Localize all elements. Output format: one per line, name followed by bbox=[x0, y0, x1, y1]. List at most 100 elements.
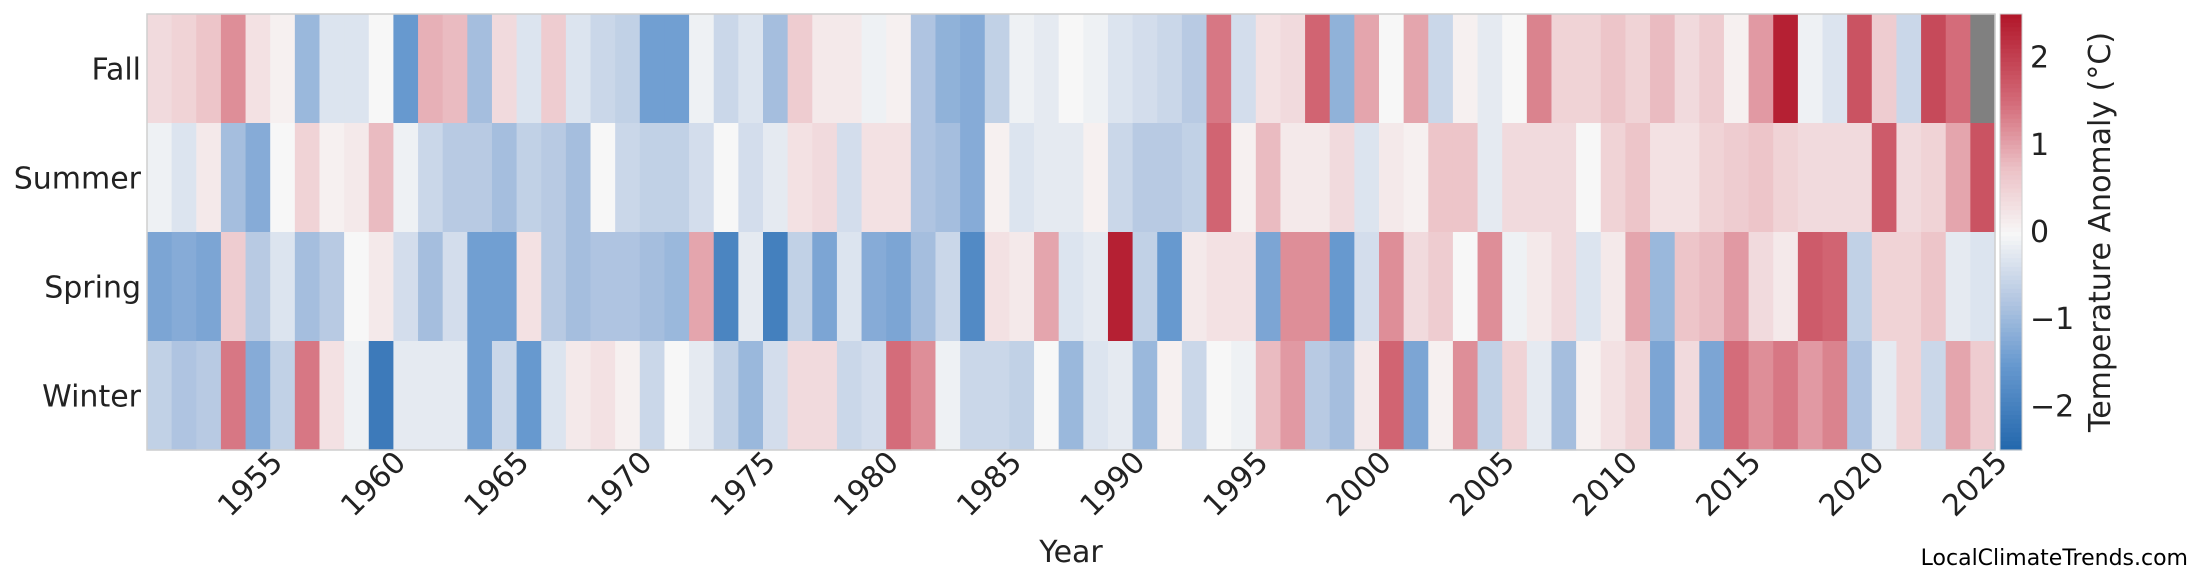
colorbar-tick-label: 0 bbox=[2030, 215, 2049, 250]
heatmap-cell bbox=[836, 14, 863, 124]
heatmap-cell bbox=[368, 232, 394, 342]
heatmap-cell bbox=[861, 232, 887, 342]
heatmap-cell bbox=[615, 232, 641, 342]
heatmap-cell bbox=[910, 232, 937, 342]
heatmap-cell bbox=[1231, 14, 1257, 124]
heatmap-cell bbox=[1526, 232, 1553, 342]
colorbar-segment bbox=[2000, 192, 2022, 198]
colorbar-segment bbox=[2000, 284, 2022, 290]
colorbar-segment bbox=[2000, 310, 2022, 316]
colorbar-segment bbox=[2000, 314, 2022, 320]
heatmap-cell bbox=[1773, 14, 1799, 124]
colorbar-segment bbox=[2000, 349, 2022, 355]
heatmap-cell bbox=[1576, 14, 1602, 124]
heatmap-cell bbox=[910, 123, 937, 233]
heatmap-cell bbox=[1477, 341, 1503, 451]
colorbar-segment bbox=[2000, 140, 2022, 146]
heatmap-cell bbox=[960, 14, 986, 124]
colorbar-segment bbox=[2000, 118, 2022, 124]
colorbar-segment bbox=[2000, 79, 2022, 85]
colorbar-segment bbox=[2000, 371, 2022, 377]
heatmap-cell bbox=[220, 232, 247, 342]
heatmap-cell bbox=[836, 341, 863, 451]
colorbar-segment bbox=[2000, 266, 2022, 272]
colorbar-tick-label: 1 bbox=[2030, 128, 2049, 163]
heatmap-cell bbox=[541, 123, 567, 233]
x-tick-label: 1975 bbox=[704, 445, 783, 524]
colorbar-segment bbox=[2000, 83, 2022, 89]
heatmap-cell bbox=[1354, 14, 1380, 124]
colorbar-segment bbox=[2000, 162, 2022, 168]
colorbar-segment bbox=[2000, 406, 2022, 412]
heatmap-cell bbox=[1403, 123, 1429, 233]
heatmap-cell bbox=[1797, 232, 1824, 342]
heatmap-cell bbox=[1231, 232, 1257, 342]
heatmap-cell bbox=[541, 341, 567, 451]
heatmap-cell bbox=[1650, 123, 1676, 233]
heatmap-cell bbox=[763, 341, 789, 451]
heatmap-cell bbox=[393, 123, 419, 233]
heatmap-cell bbox=[442, 14, 468, 124]
heatmap-cell bbox=[1034, 232, 1060, 342]
heatmap-cell bbox=[738, 14, 764, 124]
colorbar-segment bbox=[2000, 436, 2022, 442]
heatmap-cell bbox=[1650, 341, 1676, 451]
heatmap-cell bbox=[639, 232, 666, 342]
heatmap-cell bbox=[418, 14, 444, 124]
heatmap-cell bbox=[1206, 232, 1232, 342]
heatmap-cell bbox=[1600, 341, 1626, 451]
colorbar-segment bbox=[2000, 293, 2022, 298]
colorbar-segment bbox=[2000, 432, 2022, 438]
heatmap-cell bbox=[1921, 232, 1947, 342]
heatmap-cell bbox=[1009, 123, 1035, 233]
colorbar-segment bbox=[2000, 428, 2022, 434]
heatmap-cell bbox=[1551, 341, 1577, 451]
heatmap-cell bbox=[664, 232, 690, 342]
colorbar-segment bbox=[2000, 271, 2022, 277]
heatmap-cell bbox=[1871, 123, 1898, 233]
colorbar-segment bbox=[2000, 362, 2022, 368]
colorbar-segment bbox=[2000, 380, 2022, 386]
heatmap-cell bbox=[1329, 341, 1355, 451]
colorbar-segment bbox=[2000, 131, 2022, 137]
heatmap-cell bbox=[1181, 123, 1208, 233]
colorbar-segment bbox=[2000, 262, 2022, 268]
heatmap-cell bbox=[393, 14, 419, 124]
heatmap-cell bbox=[935, 14, 961, 124]
heatmap-cell bbox=[1428, 232, 1454, 342]
heatmap-cell bbox=[1280, 123, 1306, 233]
colorbar-segment bbox=[2000, 319, 2022, 325]
colorbar-tick-label: 2 bbox=[2030, 41, 2049, 76]
colorbar-segment bbox=[2000, 393, 2022, 399]
heatmap-cell bbox=[294, 14, 321, 124]
heatmap-cell bbox=[1231, 341, 1257, 451]
heatmap-cell bbox=[270, 14, 296, 124]
heatmap-cell bbox=[442, 341, 468, 451]
colorbar-segment bbox=[2000, 101, 2022, 107]
heatmap-cell bbox=[1773, 341, 1799, 451]
x-tick-label: 1985 bbox=[950, 445, 1029, 524]
heatmap-cell bbox=[639, 123, 666, 233]
heatmap-cell bbox=[1329, 123, 1355, 233]
heatmap-cell bbox=[1354, 123, 1380, 233]
x-tick-label: 2000 bbox=[1320, 445, 1399, 524]
heatmap-cell bbox=[639, 14, 666, 124]
heatmap-cell bbox=[812, 14, 838, 124]
heatmap-cell bbox=[245, 341, 271, 451]
colorbar-segment bbox=[2000, 66, 2022, 72]
heatmap-cell bbox=[590, 123, 616, 233]
colorbar-segment bbox=[2000, 40, 2022, 46]
heatmap-cell bbox=[1600, 232, 1626, 342]
heatmap-cell bbox=[1058, 341, 1084, 451]
heatmap-cell bbox=[1477, 14, 1503, 124]
x-tick-label: 1965 bbox=[458, 445, 537, 524]
heatmap-cell bbox=[147, 341, 173, 451]
colorbar-segment bbox=[2000, 297, 2022, 303]
heatmap-cell bbox=[270, 123, 296, 233]
x-tick-label: 2020 bbox=[1813, 445, 1892, 524]
colorbar-frame bbox=[1999, 13, 2023, 451]
colorbar-segment bbox=[2000, 127, 2022, 133]
heatmap-cell bbox=[1132, 123, 1158, 233]
row-label: Spring bbox=[44, 271, 141, 306]
heatmap-cell bbox=[664, 14, 690, 124]
